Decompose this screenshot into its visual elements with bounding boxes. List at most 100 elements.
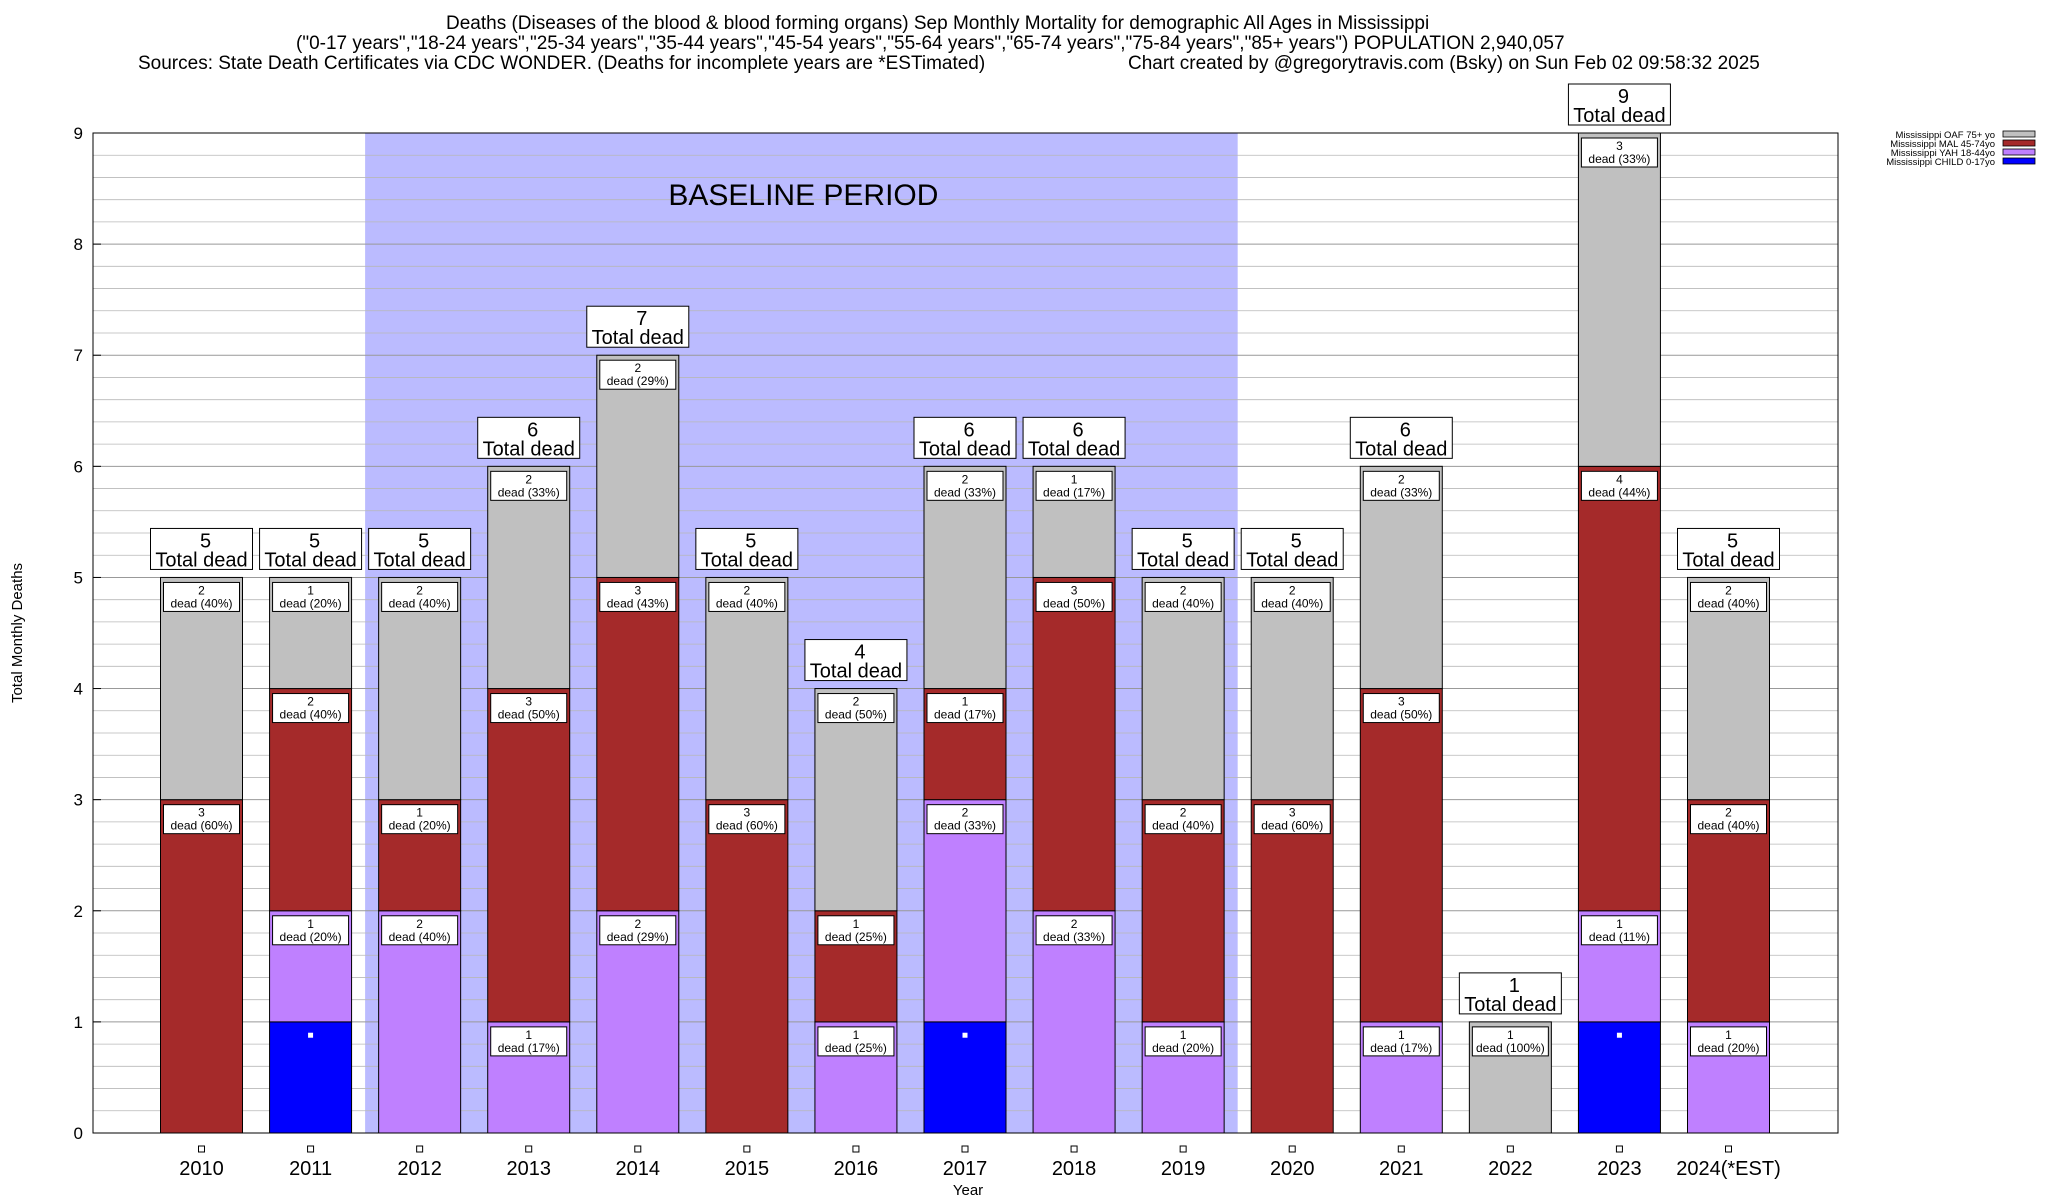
legend-label: Mississippi OAF 75+ yo bbox=[1895, 130, 1995, 141]
total-count-label: 4 bbox=[854, 642, 865, 664]
x-tick-label: 2024(*EST) bbox=[1676, 1158, 1781, 1180]
segment-label-box bbox=[163, 581, 240, 612]
segment-percent-label: dead (40%) bbox=[1152, 596, 1214, 610]
segment-label-box bbox=[1253, 581, 1331, 612]
segment-percent-label: dead (100%) bbox=[1476, 1041, 1545, 1055]
segment-count-label: 3 bbox=[1616, 139, 1623, 153]
x-tick-label: 2014 bbox=[616, 1158, 661, 1180]
segment-count-label: 3 bbox=[1289, 806, 1296, 820]
segment-percent-label: dead (40%) bbox=[170, 596, 232, 610]
total-count-label: 1 bbox=[1509, 975, 1520, 997]
segment-label-box bbox=[163, 804, 240, 835]
y-tick-label: 9 bbox=[74, 124, 83, 143]
segment-label-box bbox=[490, 693, 568, 724]
total-count-label: 5 bbox=[745, 530, 756, 552]
chart-title: Deaths (Diseases of the blood & blood fo… bbox=[446, 13, 1430, 34]
x-tick-label: 2018 bbox=[1052, 1158, 1097, 1180]
total-dead-label: Total dead bbox=[1028, 438, 1120, 460]
bar-segment bbox=[1250, 799, 1334, 1134]
x-tick-marker bbox=[198, 1145, 205, 1153]
bar-segment bbox=[1141, 576, 1225, 801]
x-tick-marker bbox=[307, 1145, 315, 1153]
bar-segment bbox=[269, 1021, 353, 1134]
y-tick-label: 6 bbox=[74, 457, 83, 476]
x-tick-label: 2021 bbox=[1379, 1158, 1424, 1180]
segment-count-label: 1 bbox=[416, 806, 423, 820]
total-dead-label: Total dead bbox=[1137, 549, 1229, 571]
segment-label-box bbox=[708, 804, 786, 835]
y-tick-label: 4 bbox=[74, 680, 83, 699]
segment-count-label: 2 bbox=[416, 917, 423, 931]
segment-count-label: 1 bbox=[1398, 1028, 1405, 1042]
bar-segment bbox=[923, 465, 1007, 690]
segment-percent-label: dead (25%) bbox=[825, 930, 887, 944]
segment-label-box bbox=[1144, 581, 1222, 612]
bar-segment bbox=[923, 799, 1007, 1023]
segment-count-label: 2 bbox=[744, 583, 751, 597]
total-label-box bbox=[695, 527, 799, 570]
segment-label-box bbox=[926, 470, 1004, 501]
segment-percent-label: dead (50%) bbox=[825, 708, 887, 722]
segment-label-box bbox=[1580, 915, 1658, 946]
total-dead-label: Total dead bbox=[919, 438, 1011, 460]
segment-count-label: 2 bbox=[1071, 917, 1078, 931]
segment-label-box bbox=[1035, 915, 1113, 946]
segment-label-box bbox=[381, 804, 459, 835]
total-dead-label: Total dead bbox=[1355, 438, 1447, 460]
total-dead-label: Total dead bbox=[592, 327, 684, 349]
chart-subtitle-sources: Sources: State Death Certificates via CD… bbox=[138, 53, 986, 74]
legend-label: Mississippi CHILD 0-17yo bbox=[1886, 157, 1995, 168]
segment-label-box bbox=[1690, 581, 1767, 612]
total-label-box bbox=[259, 527, 363, 570]
segment-percent-label: dead (33%) bbox=[934, 485, 996, 499]
bar-segment bbox=[814, 688, 898, 912]
segment-percent-label: dead (29%) bbox=[607, 374, 669, 388]
segment-count-label: 4 bbox=[1616, 472, 1623, 486]
bar-segment bbox=[596, 354, 680, 578]
segment-label-box bbox=[926, 693, 1004, 724]
segment-count-label: 1 bbox=[1507, 1028, 1514, 1042]
segment-label-box bbox=[599, 359, 677, 390]
bar-segment bbox=[1687, 799, 1770, 1023]
x-tick-marker bbox=[743, 1145, 751, 1153]
x-tick-marker bbox=[852, 1145, 860, 1153]
child-marker bbox=[308, 1032, 314, 1038]
total-count-label: 7 bbox=[636, 308, 647, 330]
segment-percent-label: dead (40%) bbox=[280, 708, 342, 722]
segment-count-label: 3 bbox=[1398, 695, 1405, 709]
chart-subtitle-demographics: ("0-17 years","18-24 years","25-34 years… bbox=[296, 33, 1565, 54]
segment-count-label: 2 bbox=[1725, 806, 1732, 820]
segment-label-box bbox=[1690, 1026, 1767, 1057]
segment-count-label: 1 bbox=[307, 583, 314, 597]
chart-subtitle-credit: Chart created by @gregorytravis.com (Bsk… bbox=[1128, 53, 1760, 74]
x-tick-label: 2013 bbox=[506, 1158, 551, 1180]
chart-title-block: Deaths (Diseases of the blood & blood fo… bbox=[0, 0, 2048, 80]
legend-label: Mississippi MAL 45-74yo bbox=[1890, 139, 1995, 150]
bar-segment bbox=[160, 799, 243, 1134]
total-dead-label: Total dead bbox=[483, 438, 575, 460]
bar-segment bbox=[1577, 132, 1661, 467]
total-dead-label: Total dead bbox=[1246, 549, 1338, 571]
x-tick-marker bbox=[1070, 1145, 1078, 1153]
total-count-label: 6 bbox=[1400, 419, 1411, 441]
total-dead-label: Total dead bbox=[1464, 994, 1556, 1016]
segment-count-label: 1 bbox=[962, 695, 969, 709]
segment-count-label: 2 bbox=[1398, 472, 1405, 486]
segment-label-box bbox=[599, 915, 677, 946]
x-axis-label: Year bbox=[953, 1182, 983, 1199]
x-tick-label: 2010 bbox=[179, 1158, 224, 1180]
segment-percent-label: dead (11%) bbox=[1589, 930, 1650, 944]
segment-label-box bbox=[708, 581, 786, 612]
total-label-box bbox=[1349, 416, 1453, 459]
bar-segment bbox=[1359, 465, 1443, 690]
total-dead-label: Total dead bbox=[701, 549, 793, 571]
segment-label-box bbox=[272, 693, 350, 724]
segment-label-box bbox=[1144, 804, 1222, 835]
